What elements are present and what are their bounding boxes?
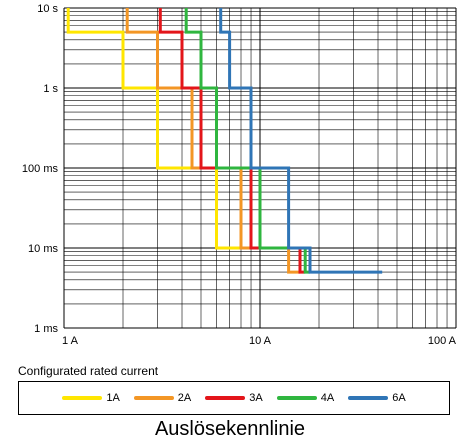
- legend-swatch: [133, 396, 174, 400]
- legend-swatch: [62, 396, 103, 400]
- y-tick-label: 1 s: [43, 83, 58, 95]
- y-tick-labels: 10 s 1 s 100 ms 10 ms 1 ms: [22, 3, 59, 335]
- x-tick-label: 100 A: [428, 335, 457, 347]
- series-line-6a: [219, 8, 383, 274]
- legend-swatch: [276, 396, 317, 400]
- legend: 1A 2A 3A 4A 6A: [18, 381, 450, 415]
- y-tick-label: 100 ms: [22, 163, 59, 175]
- grid-lines: [63, 7, 457, 329]
- legend-label: 4A: [320, 392, 335, 404]
- legend-swatch: [205, 396, 246, 400]
- series-lines: [66, 8, 383, 274]
- y-tick-label: 1 ms: [34, 323, 58, 335]
- legend-item-6a: 6A: [348, 392, 406, 404]
- legend-swatch: [348, 396, 389, 400]
- legend-item-2a: 2A: [133, 392, 192, 404]
- legend-item-1a: 1A: [62, 392, 120, 404]
- x-tick-label: 10 A: [249, 335, 272, 347]
- trip-characteristic-chart: 10 s 1 s 100 ms 10 ms 1 ms 1 A 10 A 100 A: [22, 3, 457, 347]
- legend-label: 2A: [177, 392, 192, 404]
- y-tick-label: 10 s: [37, 3, 58, 15]
- legend-label: 1A: [106, 392, 120, 404]
- legend-item-4a: 4A: [276, 392, 335, 404]
- chart-caption: Auslösekennlinie: [154, 418, 306, 440]
- series-line-4a: [184, 8, 310, 274]
- legend-label: 6A: [392, 392, 406, 404]
- legend-title: Configurated rated current: [18, 364, 159, 378]
- legend-label: 3A: [249, 392, 263, 404]
- series-line-2a: [125, 8, 300, 274]
- y-tick-label: 10 ms: [28, 243, 58, 255]
- legend-item-3a: 3A: [205, 392, 263, 404]
- x-tick-label: 1 A: [62, 335, 79, 347]
- x-tick-labels: 1 A 10 A 100 A: [62, 335, 457, 347]
- series-line-3a: [158, 8, 306, 274]
